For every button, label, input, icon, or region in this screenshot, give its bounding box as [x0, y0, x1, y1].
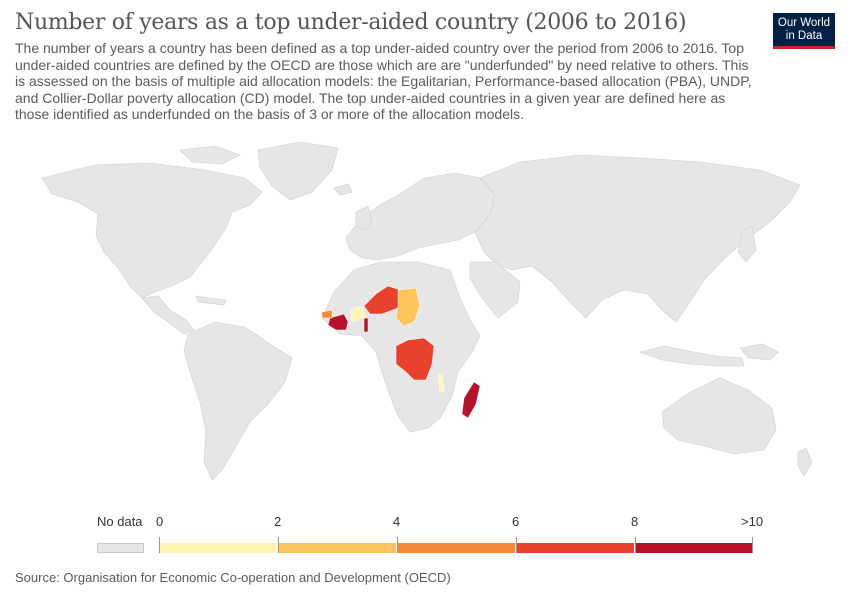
land-greenland — [257, 141, 339, 201]
legend-tick — [752, 537, 753, 553]
land-southeast-asia-islands — [638, 345, 745, 367]
legend-tick-label-4: 4 — [393, 514, 401, 529]
legend-no-data-label: No data — [97, 514, 143, 529]
land-south-america — [183, 321, 293, 481]
legend-tick-label-0: 0 — [156, 514, 164, 529]
country-guinea[interactable] — [327, 313, 349, 331]
country-malawi[interactable] — [437, 373, 445, 393]
land-australia — [661, 377, 777, 455]
logo-line-1: Our World — [777, 17, 831, 29]
land-central-america — [141, 295, 195, 335]
legend-bin-8-10[interactable] — [635, 543, 753, 553]
owid-logo[interactable]: Our World in Data — [773, 13, 835, 49]
legend-tick-label-10: >10 — [741, 514, 764, 529]
legend-tick-label-2: 2 — [274, 514, 282, 529]
land-north-america — [41, 162, 263, 299]
land-new-guinea — [739, 343, 779, 361]
country-dr-congo[interactable] — [395, 337, 435, 381]
land-new-zealand — [797, 447, 813, 477]
source-note[interactable]: Source: Organisation for Economic Co-ope… — [15, 570, 451, 585]
land-asia — [474, 154, 801, 323]
legend-tick-label-8: 8 — [631, 514, 639, 529]
legend-bin-2-4[interactable] — [278, 543, 397, 553]
country-burkina-faso[interactable] — [349, 305, 367, 323]
land-arctic-islands — [179, 145, 241, 165]
legend-bin-4-6[interactable] — [397, 543, 516, 553]
legend-bin-0-2[interactable] — [159, 543, 278, 553]
legend-tick — [397, 537, 398, 553]
land-japan — [737, 225, 757, 263]
land-iceland — [333, 183, 353, 196]
legend-bin-6-8[interactable] — [516, 543, 635, 553]
land-british-isles — [355, 205, 373, 231]
country-guinea-bissau[interactable] — [321, 309, 333, 319]
land-caribbean — [195, 295, 227, 306]
logo-line-2: in Data — [785, 30, 823, 42]
land-arabia — [469, 261, 521, 319]
legend-no-data-swatch — [97, 543, 144, 553]
legend-tick — [278, 537, 279, 553]
legend-tick — [516, 537, 517, 553]
country-togo[interactable] — [363, 317, 369, 333]
country-chad[interactable] — [395, 287, 421, 327]
chart-subtitle: The number of years a country has been d… — [15, 40, 752, 122]
chart-title: Number of years as a top under-aided cou… — [15, 10, 687, 35]
legend-tick — [159, 537, 160, 553]
world-map[interactable] — [0, 130, 850, 500]
legend-tick-label-6: 6 — [512, 514, 520, 529]
country-madagascar[interactable] — [461, 381, 481, 419]
legend-tick — [635, 537, 636, 553]
